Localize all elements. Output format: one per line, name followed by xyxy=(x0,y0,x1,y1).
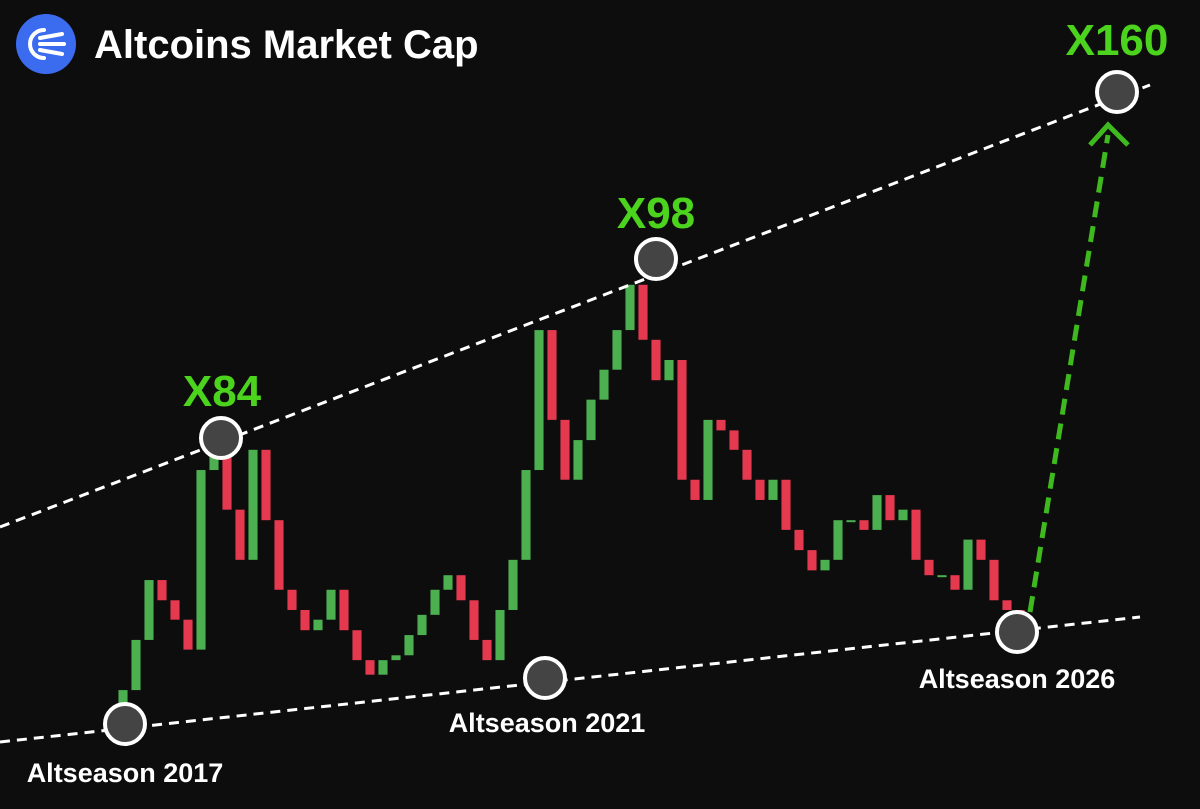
markers xyxy=(103,70,1139,746)
candle xyxy=(534,330,544,471)
candle xyxy=(664,360,674,381)
candle xyxy=(768,479,778,500)
logo-icon xyxy=(28,28,66,60)
peak-label: X160 xyxy=(1066,16,1169,65)
candle xyxy=(365,660,375,675)
candle xyxy=(430,589,440,615)
candle xyxy=(755,479,765,500)
candle xyxy=(170,600,180,620)
candle xyxy=(261,449,271,521)
candle xyxy=(183,619,193,650)
candle xyxy=(378,660,388,675)
candle xyxy=(924,559,934,576)
candle xyxy=(742,449,752,480)
candle xyxy=(703,419,713,500)
candle xyxy=(963,539,973,590)
low-label: Altseason 2017 xyxy=(27,758,224,788)
projection-arrow xyxy=(1027,134,1111,613)
candle xyxy=(820,559,830,571)
candles xyxy=(105,284,1025,727)
candle xyxy=(638,284,648,340)
marker xyxy=(634,237,678,281)
candle xyxy=(131,639,141,691)
low-label: Altseason 2026 xyxy=(919,664,1116,694)
candle xyxy=(300,609,310,631)
candle xyxy=(313,619,323,631)
candle xyxy=(469,600,479,640)
candle xyxy=(846,520,856,523)
candle xyxy=(443,575,453,590)
chart-title: Altcoins Market Cap xyxy=(94,23,479,67)
marker xyxy=(995,610,1039,654)
candle xyxy=(599,369,609,400)
peak-label: X84 xyxy=(183,367,262,416)
candle xyxy=(287,589,297,610)
marker xyxy=(103,702,147,746)
peak-label: X98 xyxy=(617,189,695,238)
low-label: Altseason 2021 xyxy=(449,708,646,738)
candle xyxy=(274,520,284,590)
candle xyxy=(235,509,245,560)
arrow-head xyxy=(1088,121,1130,147)
candle xyxy=(547,330,557,420)
candle xyxy=(573,440,583,480)
candle xyxy=(612,330,622,370)
candle xyxy=(1002,600,1012,610)
candle xyxy=(872,495,882,530)
candle xyxy=(937,575,947,578)
candle xyxy=(885,495,895,521)
candle xyxy=(651,339,661,381)
candle xyxy=(950,575,960,590)
candle xyxy=(560,419,570,480)
candle xyxy=(248,449,258,560)
candle xyxy=(989,559,999,601)
candle xyxy=(677,360,687,480)
candle xyxy=(794,529,804,551)
candle xyxy=(339,589,349,631)
candle xyxy=(482,639,492,661)
candle xyxy=(898,509,908,521)
candle xyxy=(833,520,843,560)
upper-trendline xyxy=(0,83,1151,529)
marker xyxy=(1095,70,1139,114)
candle xyxy=(625,284,635,331)
candle xyxy=(911,509,921,560)
marker xyxy=(199,416,243,460)
candle xyxy=(404,635,414,656)
candle xyxy=(391,655,401,661)
candle xyxy=(196,470,206,650)
candle xyxy=(976,539,986,560)
marker xyxy=(523,656,567,700)
candle xyxy=(521,470,531,560)
candle xyxy=(352,630,362,661)
candle xyxy=(508,559,518,610)
candle xyxy=(495,609,505,661)
candle xyxy=(157,580,167,601)
candle xyxy=(729,430,739,450)
candle xyxy=(417,614,427,636)
lower-trendline xyxy=(0,615,1141,744)
candle xyxy=(859,520,869,530)
candle xyxy=(781,479,791,530)
candle xyxy=(222,440,232,510)
candle xyxy=(586,399,596,441)
candle xyxy=(690,479,700,500)
candle xyxy=(456,575,466,601)
candle xyxy=(144,580,154,640)
candle xyxy=(326,589,336,620)
candle xyxy=(716,419,726,431)
candle xyxy=(807,550,817,571)
